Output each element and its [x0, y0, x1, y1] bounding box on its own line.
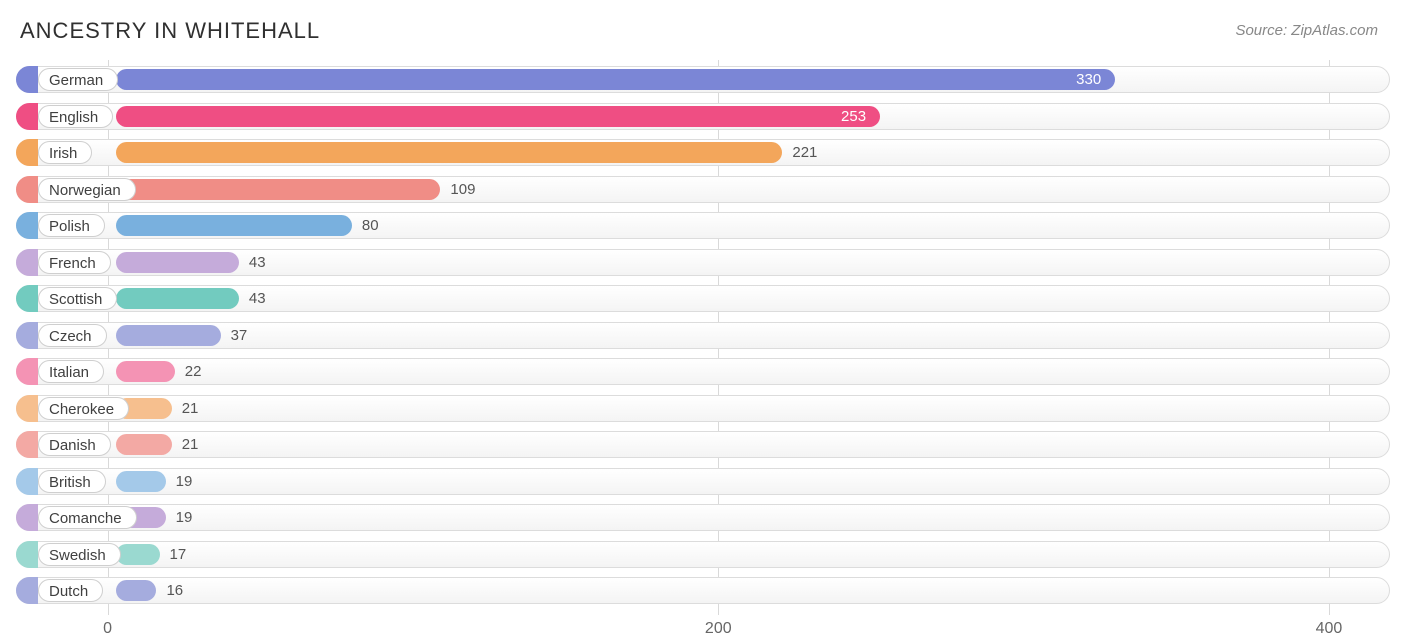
- data-bar: [116, 471, 166, 492]
- value-label: 21: [172, 398, 199, 419]
- row-track: [16, 577, 1390, 604]
- data-bar: [116, 580, 156, 601]
- bar-row: Cherokee 21: [16, 393, 1390, 424]
- chart-container: ANCESTRY IN WHITEHALL Source: ZipAtlas.c…: [0, 0, 1406, 644]
- value-label: 21: [172, 434, 199, 455]
- x-tick-label: 0: [103, 620, 112, 638]
- value-label: 22: [175, 361, 202, 382]
- category-label: English: [38, 105, 113, 128]
- category-label: Polish: [38, 214, 105, 237]
- bar-row: Danish 21: [16, 429, 1390, 460]
- data-bar: [116, 215, 352, 236]
- source-attribution: Source: ZipAtlas.com: [1235, 22, 1378, 39]
- value-label: 253: [116, 106, 880, 127]
- value-label: 109: [440, 179, 475, 200]
- row-accent: [16, 66, 38, 93]
- bar-row: Comanche 19: [16, 502, 1390, 533]
- bar-row: Italian 22: [16, 356, 1390, 387]
- category-label: Swedish: [38, 543, 121, 566]
- row-accent: [16, 103, 38, 130]
- bar-row: German330: [16, 64, 1390, 95]
- row-accent: [16, 358, 38, 385]
- row-track: [16, 504, 1390, 531]
- row-accent: [16, 468, 38, 495]
- row-accent: [16, 139, 38, 166]
- row-accent: [16, 176, 38, 203]
- row-track: [16, 431, 1390, 458]
- data-bar: [116, 544, 160, 565]
- value-label: 16: [156, 580, 183, 601]
- row-accent: [16, 431, 38, 458]
- value-label: 17: [160, 544, 187, 565]
- plot-area: 0200400 German330English253Irish221Norwe…: [16, 60, 1390, 615]
- value-label: 330: [116, 69, 1115, 90]
- x-tick-label: 400: [1316, 620, 1343, 638]
- row-accent: [16, 322, 38, 349]
- category-label: British: [38, 470, 106, 493]
- value-label: 37: [221, 325, 248, 346]
- category-label: Cherokee: [38, 397, 129, 420]
- bar-row: Polish 80: [16, 210, 1390, 241]
- row-accent: [16, 285, 38, 312]
- category-label: Scottish: [38, 287, 117, 310]
- data-bar: [116, 288, 239, 309]
- value-label: 19: [166, 471, 193, 492]
- row-accent: [16, 577, 38, 604]
- bar-row: British 19: [16, 466, 1390, 497]
- data-bar: [116, 142, 782, 163]
- bar-row: Irish 221: [16, 137, 1390, 168]
- data-bar: [116, 252, 239, 273]
- category-label: French: [38, 251, 111, 274]
- bar-row: Norwegian 109: [16, 174, 1390, 205]
- value-label: 43: [239, 252, 266, 273]
- category-label: German: [38, 68, 118, 91]
- data-bar: [116, 325, 221, 346]
- category-label: Norwegian: [38, 178, 136, 201]
- data-bar: [116, 434, 172, 455]
- bar-row: Czech 37: [16, 320, 1390, 351]
- category-label: Irish: [38, 141, 92, 164]
- category-label: Italian: [38, 360, 104, 383]
- row-accent: [16, 395, 38, 422]
- bar-row: French 43: [16, 247, 1390, 278]
- row-track: [16, 395, 1390, 422]
- category-label: Danish: [38, 433, 111, 456]
- row-accent: [16, 541, 38, 568]
- row-accent: [16, 504, 38, 531]
- row-accent: [16, 249, 38, 276]
- bar-row: Dutch 16: [16, 575, 1390, 606]
- bar-rows: German330English253Irish221Norwegian109P…: [16, 64, 1390, 612]
- value-label: 80: [352, 215, 379, 236]
- category-label: Dutch: [38, 579, 103, 602]
- chart-title: ANCESTRY IN WHITEHALL: [20, 18, 320, 44]
- value-label: 43: [239, 288, 266, 309]
- bar-row: Swedish 17: [16, 539, 1390, 570]
- row-track: [16, 358, 1390, 385]
- x-tick-label: 200: [705, 620, 732, 638]
- category-label: Czech: [38, 324, 107, 347]
- data-bar: [116, 179, 440, 200]
- value-label: 19: [166, 507, 193, 528]
- bar-row: Scottish 43: [16, 283, 1390, 314]
- value-label: 221: [782, 142, 817, 163]
- row-track: [16, 468, 1390, 495]
- category-label: Comanche: [38, 506, 137, 529]
- bar-row: English253: [16, 101, 1390, 132]
- row-accent: [16, 212, 38, 239]
- data-bar: [116, 361, 175, 382]
- row-track: [16, 541, 1390, 568]
